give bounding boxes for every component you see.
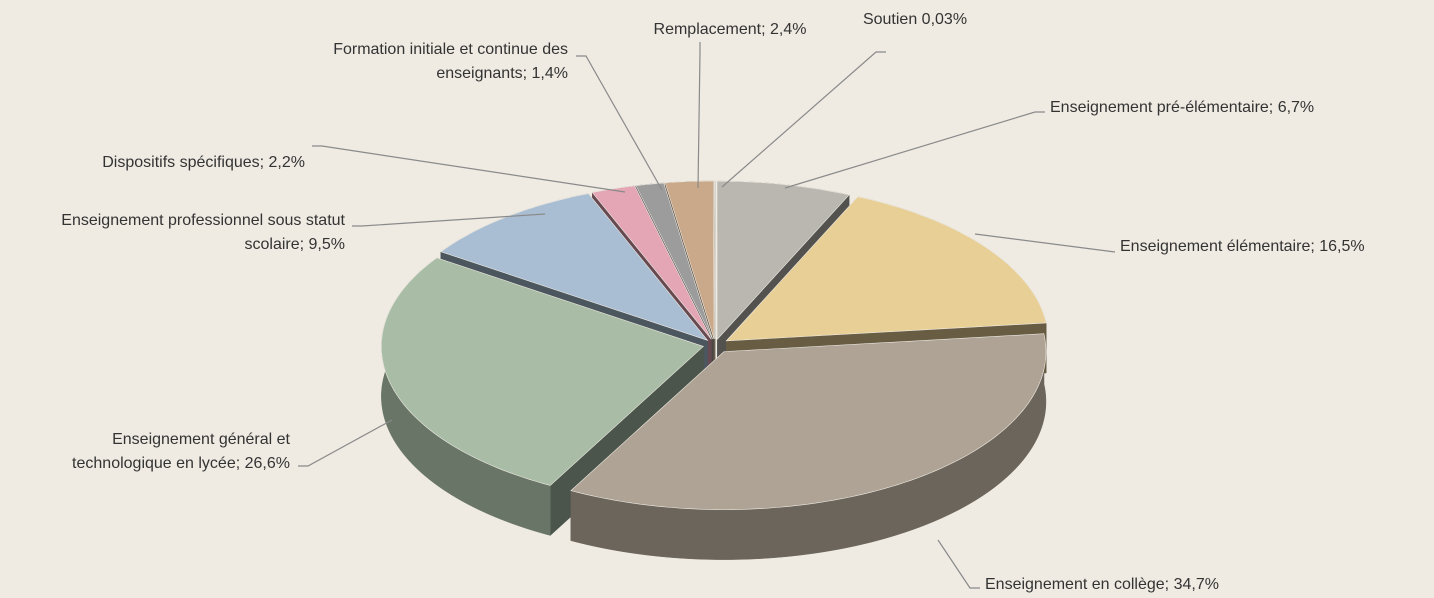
slice	[717, 180, 850, 340]
slice	[664, 180, 715, 340]
label-category: Dispositifs spécifiques;	[102, 154, 265, 171]
label-value: 9,5%	[308, 236, 345, 253]
label-category: Enseignement élémentaire;	[1120, 238, 1315, 255]
leader-line	[352, 213, 546, 227]
slice	[570, 333, 1047, 510]
label-category: Formation initiale et continue des ensei…	[333, 41, 568, 82]
leader-line	[721, 51, 886, 188]
leader-line	[974, 233, 1116, 253]
label-category: Enseignement en collège;	[985, 576, 1170, 593]
label-value: 2,2%	[268, 154, 305, 171]
label-value: 34,7%	[1173, 576, 1219, 593]
leader-line	[697, 42, 701, 189]
slice-label: Enseignement en collège; 34,7%	[985, 573, 1305, 597]
label-value: 2,4%	[770, 21, 807, 38]
slice	[591, 185, 712, 340]
slice-label: Soutien 0,03%	[855, 8, 975, 32]
label-value: 0,03%	[921, 11, 968, 28]
slice-label: Remplacement; 2,4%	[600, 18, 860, 42]
leader-line	[312, 145, 626, 193]
slice-label: Enseignement élémentaire; 16,5%	[1120, 235, 1434, 259]
leader-line	[784, 111, 1045, 189]
leader-line	[576, 55, 663, 191]
label-value: 6,7%	[1277, 99, 1315, 116]
slice	[635, 182, 713, 340]
slice-label: Enseignement général et technologique en…	[10, 428, 290, 476]
slice-label: Formation initiale et continue des ensei…	[250, 38, 568, 86]
label-category: Enseignement professionnel sous statut s…	[61, 212, 345, 253]
slice-label: Enseignement pré-élémentaire; 6,7%	[1050, 96, 1410, 120]
leader-line	[298, 419, 393, 467]
label-value: 1,4%	[531, 65, 568, 82]
slice-label: Enseignement professionnel sous statut s…	[10, 209, 345, 257]
slice	[725, 196, 1047, 342]
label-category: Enseignement pré-élémentaire;	[1050, 99, 1274, 116]
slice	[440, 193, 709, 341]
slice	[381, 257, 704, 486]
slice	[714, 180, 716, 340]
label-category: Enseignement général et technologique en…	[72, 431, 290, 472]
label-value: 16,5%	[1319, 238, 1365, 255]
label-value: 26,6%	[244, 455, 290, 472]
label-category: Soutien	[862, 11, 918, 28]
label-category: Remplacement;	[653, 21, 766, 38]
slice-label: Dispositifs spécifiques; 2,2%	[10, 151, 305, 175]
leader-line	[937, 539, 980, 589]
